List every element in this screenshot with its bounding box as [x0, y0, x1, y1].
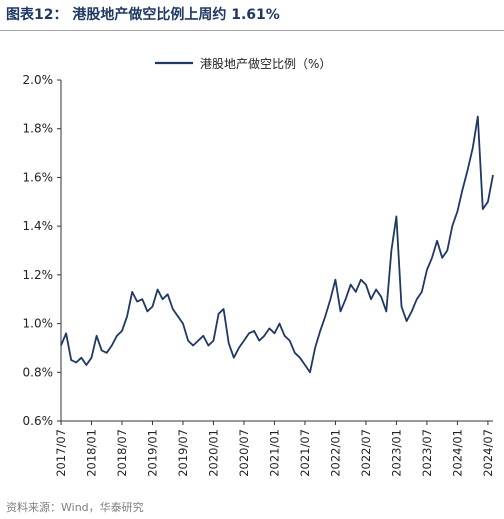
figure-title-text: 图表12： 港股地产做空比例上周约 1.61%	[6, 7, 280, 23]
x-tick-label: 2023/01	[389, 429, 403, 477]
x-axis-ticks: 2017/07 2018/01 2018/07 2019/01 2019/07 2020/…	[54, 421, 495, 477]
y-tick-label: 1.4%	[23, 219, 54, 233]
x-tick-label: 2023/07	[420, 429, 434, 477]
series-line	[60, 115, 494, 374]
y-tick-label: 1.8%	[23, 122, 54, 136]
title-divider	[0, 30, 504, 31]
x-tick-label: 2020/07	[237, 429, 251, 477]
x-tick-label: 2020/01	[206, 429, 220, 477]
x-tick-label: 2022/07	[359, 429, 373, 477]
chart-legend: 港股地产做空比例（%）	[155, 56, 331, 71]
y-tick-label: 2.0%	[23, 73, 54, 87]
x-tick-label: 2024/01	[450, 429, 464, 477]
x-tick-label: 2017/07	[54, 429, 68, 477]
y-tick-label: 1.6%	[23, 170, 54, 184]
source-note: 资料来源：Wind，华泰研究	[6, 501, 144, 514]
x-tick-label: 2022/01	[328, 429, 342, 477]
x-tick-label: 2018/07	[115, 429, 129, 477]
y-tick-label: 1.0%	[23, 317, 54, 331]
x-tick-label: 2019/01	[145, 429, 159, 477]
y-tick-label: 0.6%	[23, 414, 54, 428]
figure-title: 图表12： 港股地产做空比例上周约 1.61%	[0, 3, 504, 31]
x-tick-label: 2024/07	[481, 429, 495, 477]
legend-label: 港股地产做空比例（%）	[200, 56, 331, 71]
short-interest-line-chart: 港股地产做空比例（%） 0.6% 0.8% 1.0% 1.2% 1.4% 1.6% 1.8%…	[23, 56, 495, 477]
y-axis-ticks: 0.6% 0.8% 1.0% 1.2% 1.4% 1.6% 1.8% 2.0%	[23, 73, 61, 428]
x-tick-label: 2018/01	[84, 429, 98, 477]
chart-axes	[60, 80, 493, 422]
x-tick-label: 2021/01	[267, 429, 281, 477]
x-tick-label: 2019/07	[176, 429, 190, 477]
y-tick-label: 0.8%	[23, 365, 54, 379]
x-tick-label: 2021/07	[298, 429, 312, 477]
y-tick-label: 1.2%	[23, 268, 54, 282]
